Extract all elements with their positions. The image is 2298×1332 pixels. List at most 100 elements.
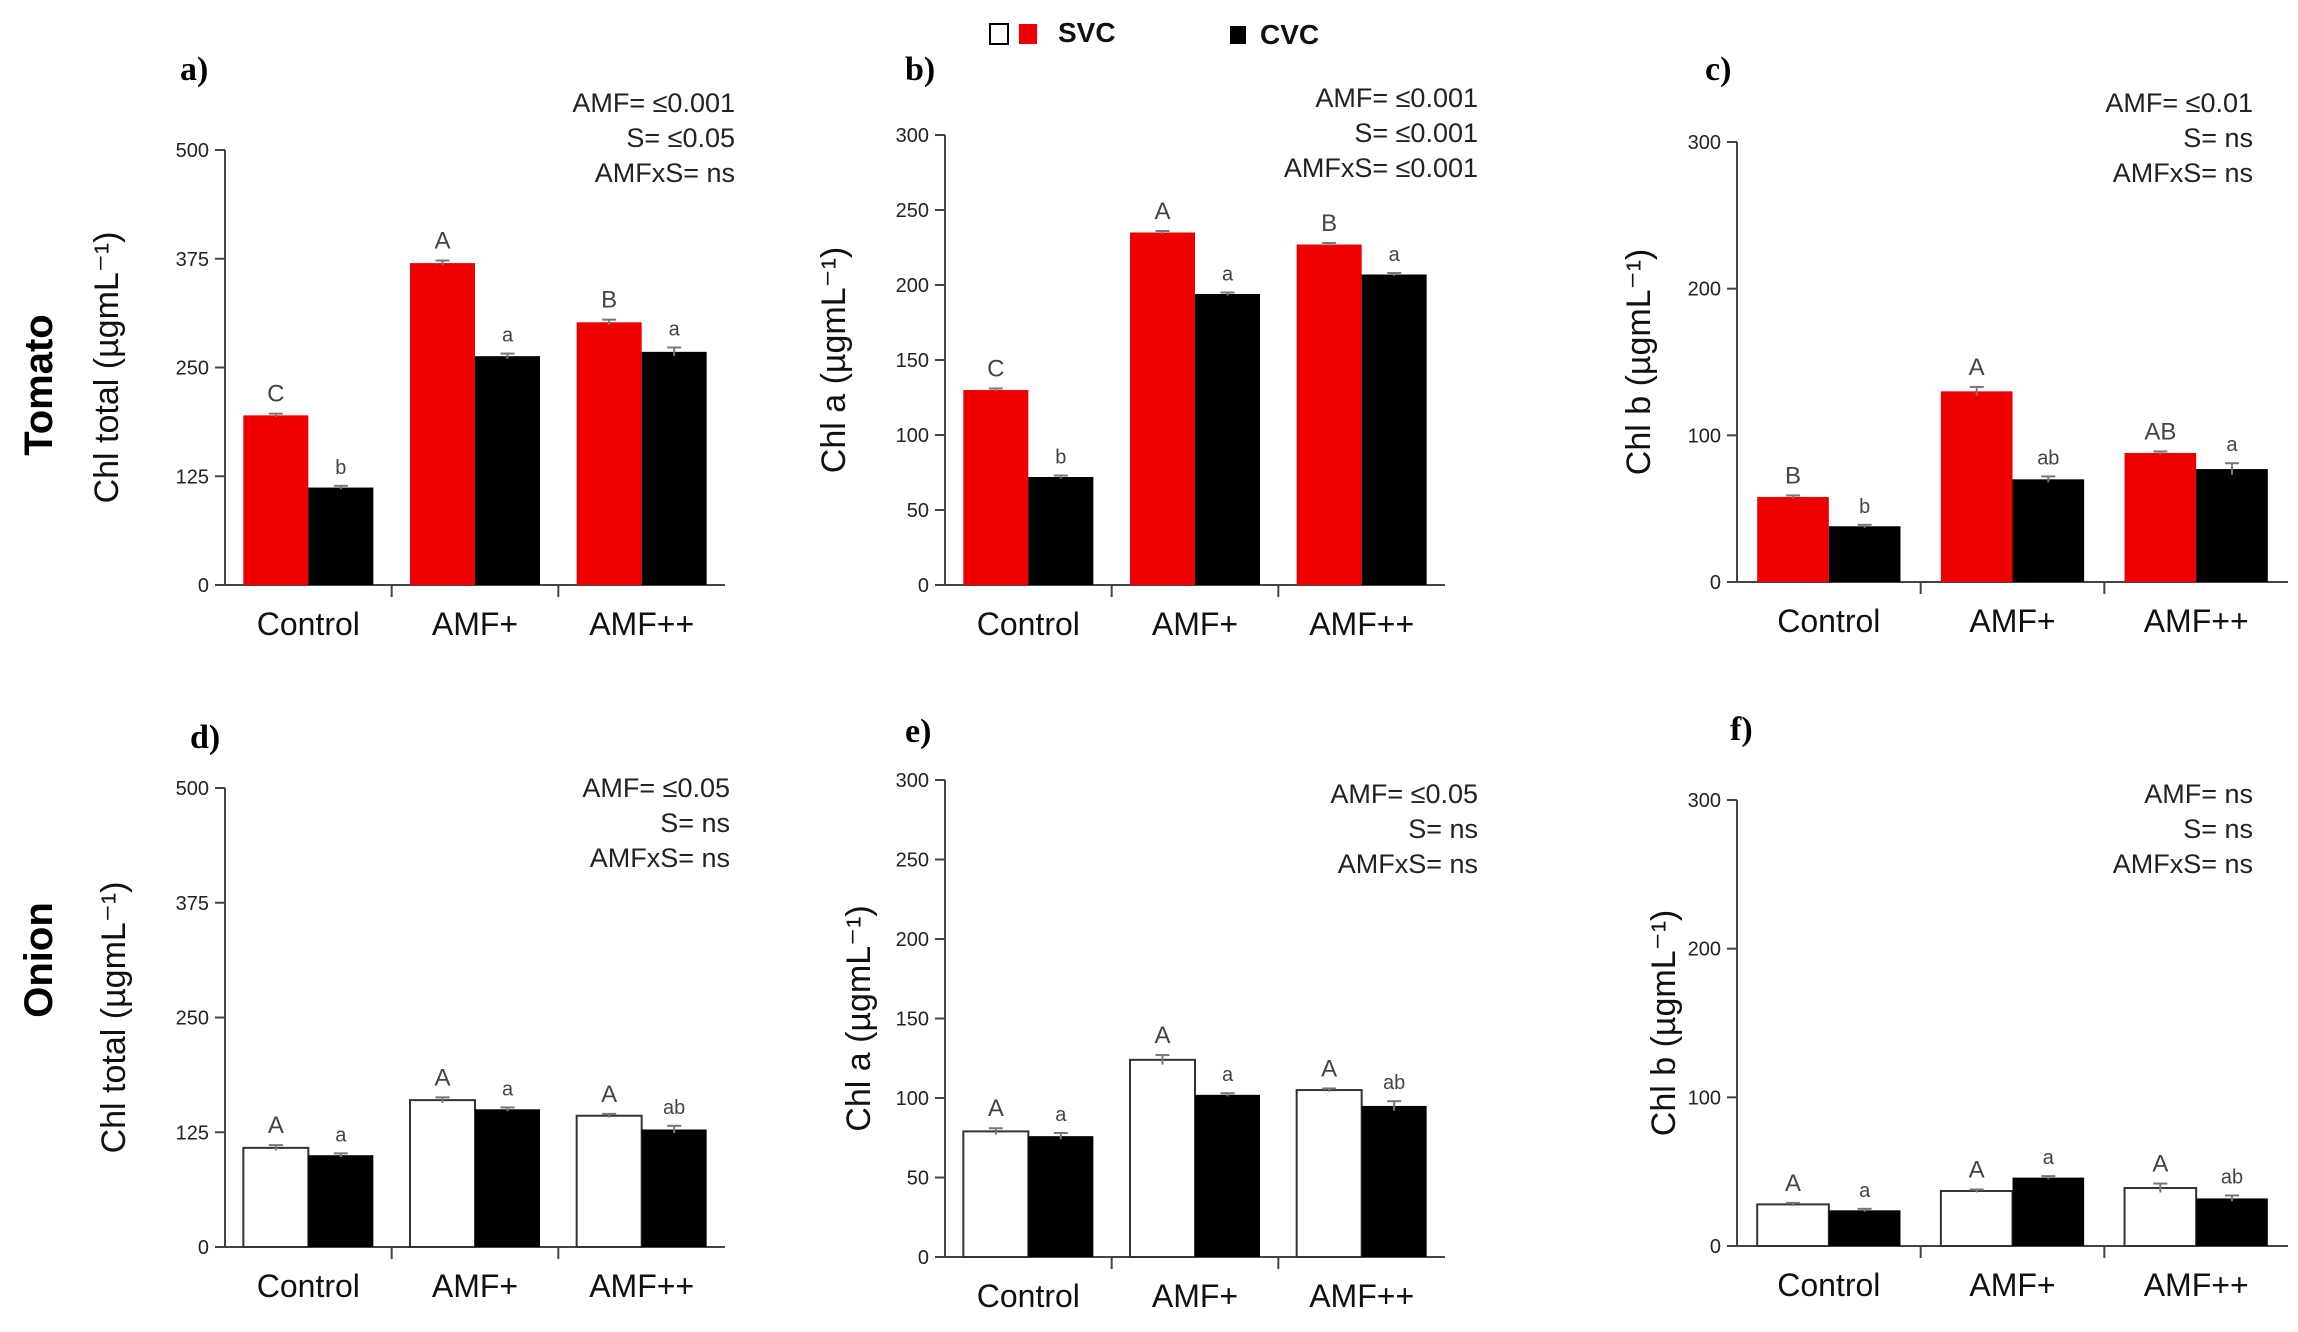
significance-letter: a [1055, 1104, 1067, 1126]
legend-cvc-label: CVC [1260, 19, 1319, 50]
significance-letter: B [1321, 210, 1337, 237]
y-tick-label: 100 [896, 425, 929, 447]
legend-svc-open-swatch [989, 23, 1009, 45]
x-tick-label: Control [1777, 1267, 1880, 1303]
panel-letter: a) [180, 51, 208, 88]
bar-cvc-control [308, 487, 374, 585]
x-tick-label: AMF++ [1309, 1278, 1414, 1314]
significance-letter: A [434, 1064, 450, 1091]
bar-svc-amfplus [1130, 232, 1195, 585]
significance-letter: AB [2144, 418, 2176, 445]
significance-letter: b [1859, 496, 1870, 518]
panel-letter: b) [905, 51, 935, 88]
significance-letter: C [267, 381, 284, 408]
stat-line: AMF= ≤0.05 [582, 773, 730, 803]
bar-svc-amfplusplus [2123, 1187, 2198, 1248]
y-axis-label: Chl total (µgmL⁻¹) [88, 232, 126, 504]
bar-svc-amfplus [1129, 1058, 1196, 1258]
significance-letter: A [1154, 198, 1170, 225]
x-tick-label: Control [257, 1268, 360, 1304]
chart-panel-f: f) 0 100 200 300 Chl b (µgmL⁻¹) Control A a AMF+ A… [1645, 711, 2288, 1303]
y-tick-label: 100 [896, 1088, 929, 1110]
chart-panel-d: d) 0 125 250 375 500 Chl total (µgmL⁻¹) Control… [95, 719, 730, 1304]
significance-letter: a [1222, 264, 1234, 286]
bar-svc-amfplusplus [575, 1114, 643, 1248]
y-tick-label: 125 [176, 466, 209, 488]
chart-panel-b: b) 0 50 100 150 200 250 300 Chl a (µgmL⁻¹) Contro… [815, 51, 1478, 642]
stat-line: S= ≤0.05 [626, 123, 735, 153]
stat-line: AMF= ≤0.001 [1315, 83, 1478, 113]
x-tick-label: AMF+ [432, 606, 518, 642]
y-tick-label: 250 [176, 1008, 209, 1030]
y-tick-label: 250 [896, 200, 929, 222]
y-tick-label: 0 [198, 1237, 209, 1259]
significance-letter: A [1154, 1022, 1170, 1049]
panel-letter: d) [190, 719, 220, 756]
bar-cvc-amfplusplus [1361, 274, 1427, 585]
x-tick-label: AMF+ [1969, 1267, 2055, 1303]
bar-svc-amfplusplus [576, 322, 642, 585]
y-tick-label: 200 [1688, 279, 1721, 301]
bar-cvc-amfplusplus [2196, 1198, 2268, 1246]
bar-cvc-control [1028, 1136, 1094, 1257]
x-tick-label: AMF++ [589, 1268, 694, 1304]
y-axis-label: Chl a (µgmL⁻¹) [840, 905, 878, 1131]
y-tick-label: 0 [918, 575, 929, 597]
bar-cvc-control [1828, 526, 1901, 582]
legend-cvc-swatch [1230, 26, 1246, 44]
y-tick-label: 50 [907, 500, 929, 522]
significance-letter: a [1389, 244, 1401, 266]
significance-letter: a [1222, 1064, 1234, 1086]
significance-letter: A [988, 1095, 1004, 1122]
bar-cvc-amfplus [2012, 479, 2085, 582]
y-tick-label: 500 [176, 140, 209, 162]
y-tick-label: 0 [1710, 572, 1721, 594]
bar-svc-control [1756, 1203, 1830, 1247]
y-tick-label: 0 [198, 575, 209, 597]
x-tick-label: AMF++ [2144, 603, 2249, 639]
bar-cvc-amfplus [475, 356, 540, 585]
y-tick-label: 125 [176, 1122, 209, 1144]
panel-letter: f) [1730, 711, 1753, 748]
y-tick-label: 150 [896, 350, 929, 372]
significance-letter: A [1785, 1170, 1801, 1197]
stat-line: AMFxS= ns [2113, 849, 2253, 879]
significance-letter: A [1321, 1055, 1337, 1082]
y-tick-label: 250 [176, 358, 209, 380]
y-tick-label: 300 [896, 770, 929, 792]
bar-svc-amfplus [409, 1099, 476, 1248]
y-axis-label: Chl a (µgmL⁻¹) [815, 247, 853, 473]
stat-line: AMFxS= ns [590, 843, 730, 873]
bar-svc-control [962, 1130, 1030, 1259]
bar-cvc-amfplusplus [2196, 469, 2268, 582]
y-tick-label: 300 [896, 125, 929, 147]
y-tick-label: 150 [896, 1009, 929, 1031]
bar-cvc-control [1028, 477, 1094, 585]
y-axis-label: Chl b (µgmL⁻¹) [1645, 910, 1683, 1136]
y-tick-label: 0 [1710, 1236, 1721, 1258]
y-axis-label: Chl b (µgmL⁻¹) [1620, 249, 1658, 475]
significance-letter: a [2043, 1147, 2055, 1169]
stat-line: AMF= ns [2144, 779, 2253, 809]
x-tick-label: Control [977, 1278, 1080, 1314]
y-tick-label: 0 [918, 1247, 929, 1269]
stat-line: AMF= ≤0.01 [2105, 88, 2253, 118]
x-tick-label: AMF++ [589, 606, 694, 642]
panel-letter: c) [1705, 51, 1731, 88]
row-label-tomato: Tomato [17, 314, 61, 455]
legend-svc-label: SVC [1058, 17, 1116, 48]
x-tick-label: AMF++ [2144, 1267, 2249, 1303]
bar-cvc-amfplus [1195, 294, 1260, 585]
bar-svc-amfplus [1940, 391, 2013, 582]
bar-cvc-amfplusplus [641, 351, 707, 585]
x-tick-label: AMF+ [1152, 606, 1238, 642]
significance-letter: A [268, 1112, 284, 1139]
significance-letter: B [601, 287, 617, 314]
significance-letter: ab [2221, 1166, 2243, 1188]
significance-letter: A [2152, 1151, 2168, 1178]
stat-line: S= ≤0.001 [1354, 118, 1478, 148]
bar-cvc-amfplus [2012, 1177, 2085, 1246]
significance-letter: A [1969, 1157, 1985, 1184]
x-tick-label: Control [1777, 603, 1880, 639]
